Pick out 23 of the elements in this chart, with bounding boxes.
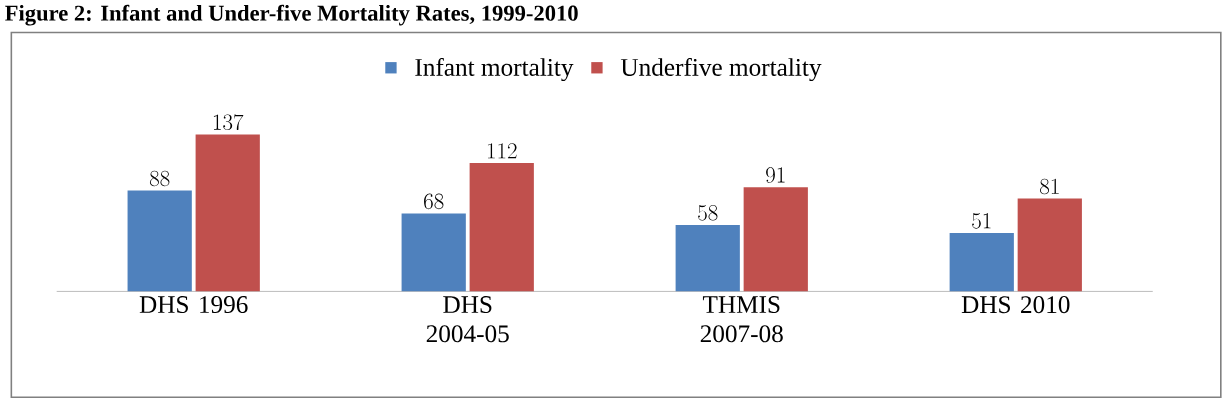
data-label: 68 bbox=[424, 193, 444, 210]
x-tick-label: DHS 2010 bbox=[961, 296, 1070, 314]
bar bbox=[195, 134, 260, 292]
data-label: 81 bbox=[1040, 178, 1059, 195]
bar bbox=[743, 187, 808, 292]
data-label: 91 bbox=[766, 167, 785, 183]
bar bbox=[1017, 198, 1082, 292]
bar bbox=[469, 163, 534, 292]
data-label: 112 bbox=[487, 143, 517, 159]
x-tick-label: THMIS 2007-08 bbox=[700, 296, 783, 343]
legend-label: Infant mortality bbox=[415, 57, 574, 82]
bar bbox=[401, 213, 466, 292]
data-label: 88 bbox=[149, 170, 170, 187]
chart-title: Figure 2: Infant and Under-five Mortality Rates, 1999-2010 bbox=[5, 4, 578, 26]
data-label: 137 bbox=[213, 114, 244, 131]
data-label: 51 bbox=[972, 213, 991, 229]
bar bbox=[127, 190, 192, 292]
legend-label: Underfive mortality bbox=[620, 57, 822, 82]
data-label: 58 bbox=[698, 205, 718, 221]
x-tick-label: DHS 2004-05 bbox=[426, 296, 509, 343]
x-tick-label: DHS 1996 bbox=[139, 296, 248, 314]
bar bbox=[675, 224, 740, 292]
bar bbox=[949, 232, 1014, 292]
